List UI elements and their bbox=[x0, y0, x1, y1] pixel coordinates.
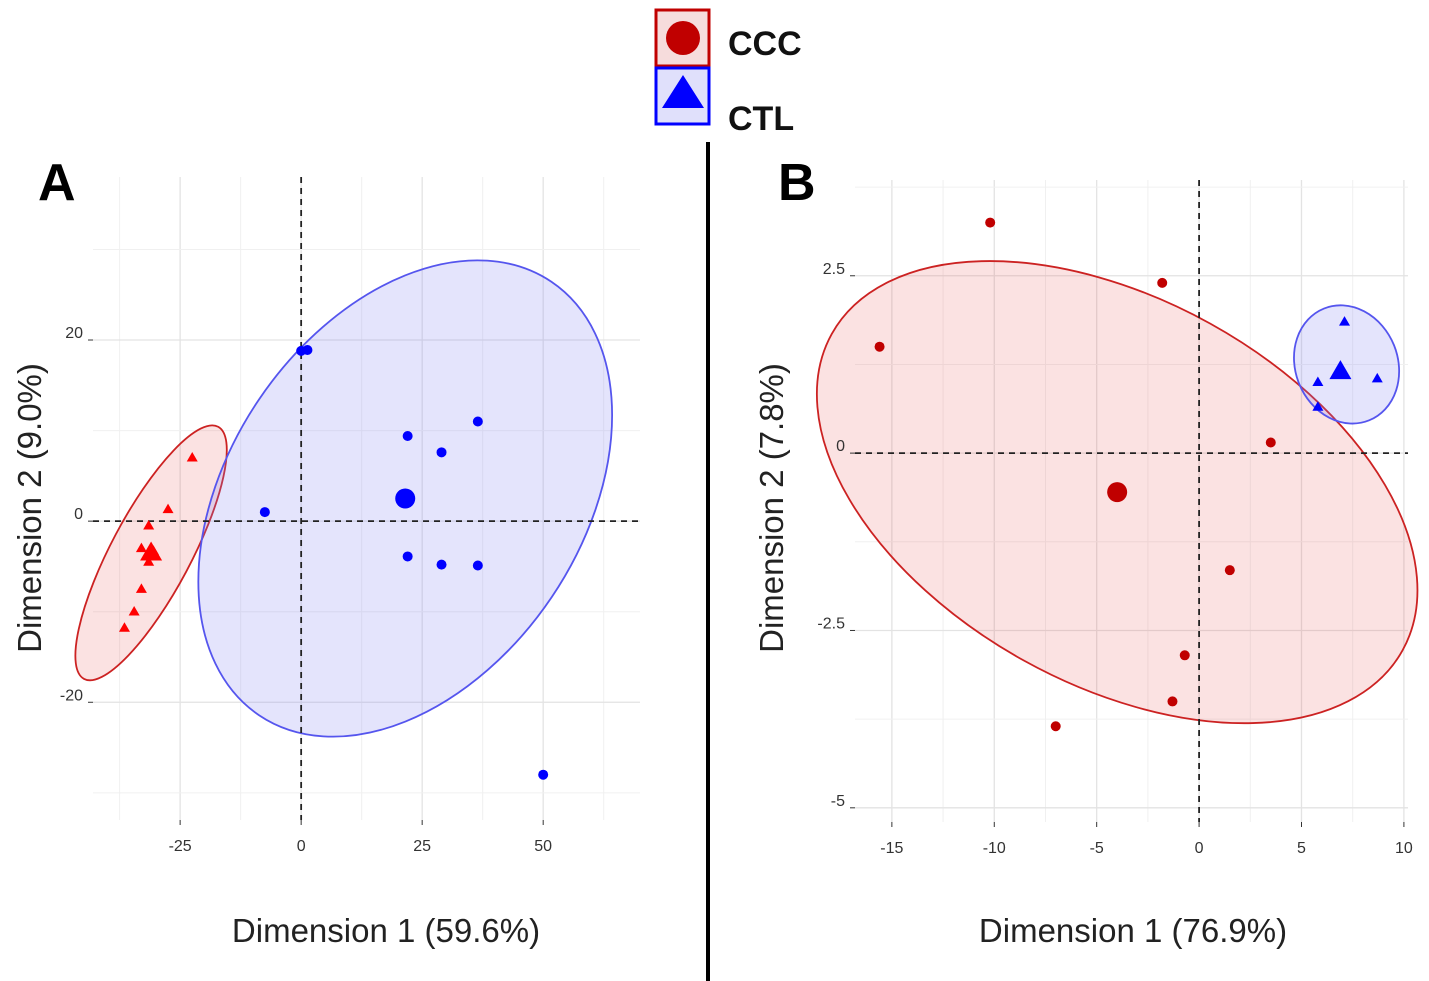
data-point-ctl bbox=[143, 556, 155, 566]
data-point-ccc bbox=[259, 507, 270, 518]
y-tick-label: -2.5 bbox=[817, 615, 845, 632]
x-tick-label: -25 bbox=[169, 838, 192, 855]
data-point-ctl bbox=[128, 606, 140, 616]
x-tick-label: -15 bbox=[880, 840, 903, 857]
data-point-ctl bbox=[135, 542, 147, 553]
panel-b-ticks: -15 -10 -5 0 5 10 -5 -2.5 0 2.5 bbox=[817, 261, 1412, 857]
centroid-ccc bbox=[395, 488, 416, 509]
centroid-ccc bbox=[1107, 482, 1128, 503]
panel-b-points bbox=[874, 217, 1383, 732]
data-point-ccc bbox=[472, 416, 483, 427]
data-point-ccc bbox=[302, 344, 313, 355]
x-tick-label: -5 bbox=[1090, 840, 1104, 857]
panel-b-y-axis-title: Dimension 2 (7.8%) bbox=[753, 363, 790, 653]
data-point-ccc bbox=[985, 217, 996, 228]
y-tick-label: 2.5 bbox=[823, 261, 845, 278]
panel-b: B -15 -10 -5 0 5 10 -5 -2.5 0 2.5 Dimension 1 (76… bbox=[753, 154, 1419, 949]
data-point-ccc bbox=[1050, 721, 1061, 732]
y-tick-label: 20 bbox=[65, 325, 83, 342]
data-point-ctl bbox=[143, 519, 155, 530]
y-tick-label: -20 bbox=[60, 687, 83, 704]
data-point-ctl bbox=[1371, 372, 1383, 383]
data-point-ccc bbox=[538, 769, 549, 780]
data-point-ccc bbox=[436, 559, 447, 570]
data-point-ccc bbox=[1179, 650, 1190, 661]
data-point-ctl bbox=[1339, 316, 1351, 326]
legend-ctl-label: CTL bbox=[728, 100, 794, 138]
confidence-ellipse-ctl bbox=[1293, 304, 1401, 425]
panel-a-x-axis-title: Dimension 1 (59.6%) bbox=[232, 912, 540, 949]
panel-a-ellipses bbox=[74, 259, 614, 738]
data-point-ccc bbox=[1157, 277, 1168, 288]
data-point-ccc bbox=[472, 560, 483, 571]
panel-a-y-axis-title: Dimension 2 (9.0%) bbox=[11, 363, 48, 653]
x-tick-label: 0 bbox=[297, 838, 306, 855]
legend-ccc-label: CCC bbox=[728, 25, 802, 63]
panel-b-letter: B bbox=[778, 154, 816, 212]
x-tick-label: 10 bbox=[1395, 840, 1413, 857]
data-point-ctl bbox=[186, 452, 198, 462]
legend-ctl-triangle-icon bbox=[662, 75, 704, 108]
data-point-ccc bbox=[1265, 437, 1276, 448]
legend-ccc-circle-icon bbox=[666, 21, 700, 55]
y-tick-label: -5 bbox=[831, 793, 845, 810]
data-point-ctl bbox=[135, 583, 147, 593]
panel-b-reference-lines bbox=[855, 180, 1408, 822]
data-point-ctl bbox=[162, 503, 174, 514]
data-point-ccc bbox=[402, 551, 413, 562]
panel-a-ticks: -25 0 25 50 -20 0 20 bbox=[60, 325, 552, 855]
data-point-ccc bbox=[1224, 565, 1235, 576]
x-tick-label: 25 bbox=[413, 838, 431, 855]
x-tick-label: 5 bbox=[1297, 840, 1306, 857]
data-point-ctl bbox=[1312, 401, 1324, 411]
panel-a: A -25 0 25 50 -20 0 20 Dimension 1 (59.6%) Dim… bbox=[11, 154, 640, 949]
legend-ccc-box bbox=[654, 8, 711, 68]
panel-a-reference-lines bbox=[93, 177, 640, 820]
x-tick-label: 0 bbox=[1195, 840, 1204, 857]
data-point-ccc bbox=[874, 341, 885, 352]
panel-a-letter: A bbox=[38, 154, 76, 212]
x-tick-label: -10 bbox=[983, 840, 1006, 857]
panel-b-x-axis-title: Dimension 1 (76.9%) bbox=[979, 912, 1287, 949]
x-tick-label: 50 bbox=[534, 838, 552, 855]
data-point-ccc bbox=[436, 447, 447, 458]
data-point-ccc bbox=[1167, 696, 1178, 707]
data-point-ctl bbox=[118, 622, 130, 632]
centroid-ctl bbox=[1329, 360, 1352, 380]
centroid-ctl bbox=[140, 541, 163, 561]
data-point-ccc bbox=[402, 431, 413, 442]
data-point-ctl bbox=[1312, 376, 1324, 386]
legend: CCC CTL bbox=[654, 8, 802, 138]
y-tick-label: 0 bbox=[836, 438, 845, 455]
panel-a-points bbox=[118, 344, 549, 780]
y-tick-label: 0 bbox=[74, 506, 83, 523]
